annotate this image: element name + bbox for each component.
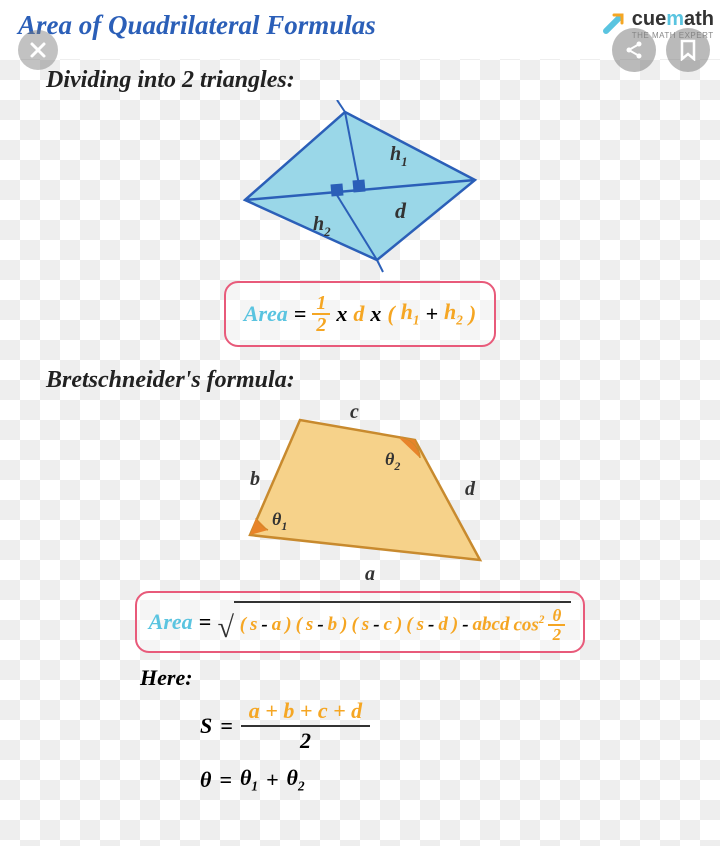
svg-text:d: d bbox=[395, 198, 407, 223]
close-icon bbox=[28, 40, 48, 60]
svg-text:b: b bbox=[250, 468, 260, 490]
bookmark-button[interactable] bbox=[666, 28, 710, 72]
logo-post: ath bbox=[684, 8, 714, 30]
bretschneider-diagram: c b d a θ1 θ2 bbox=[190, 400, 530, 585]
rparen: ) bbox=[469, 301, 476, 327]
s-definition: S = a + b + c + d 2 bbox=[200, 697, 720, 755]
section2-heading: Bretschneider's formula: bbox=[0, 359, 720, 400]
times1: x bbox=[336, 301, 347, 327]
bookmark-icon bbox=[679, 39, 697, 61]
sqrt: √ (s-a) (s-b) (s-c) (s-d) - abcd cos2 θ … bbox=[217, 601, 571, 643]
here-label: Here: bbox=[0, 665, 720, 691]
equals: = bbox=[294, 301, 307, 327]
lparen: ( bbox=[387, 301, 394, 327]
logo-accent: m bbox=[666, 8, 684, 30]
svg-text:d: d bbox=[465, 478, 476, 500]
var-d: d bbox=[353, 301, 364, 327]
svg-text:a: a bbox=[365, 563, 375, 585]
svg-text:c: c bbox=[350, 401, 359, 423]
triangles-diagram: h1 h2 d bbox=[205, 100, 515, 275]
close-button[interactable] bbox=[18, 30, 58, 70]
theta-definition: θ = θ1 + θ2 bbox=[200, 765, 720, 794]
var-h2: h2 bbox=[444, 299, 463, 328]
var-h1: h1 bbox=[401, 299, 420, 328]
area-label: Area bbox=[244, 301, 288, 327]
logo-pre: cue bbox=[632, 8, 666, 30]
formula1-box: Area = 1 2 x d x ( h1 + h2 ) bbox=[224, 281, 496, 347]
formula2-box: Area = √ (s-a) (s-b) (s-c) (s-d) - abcd … bbox=[135, 591, 586, 653]
share-icon bbox=[623, 39, 645, 61]
area-label2: Area bbox=[149, 609, 193, 635]
share-button[interactable] bbox=[612, 28, 656, 72]
times2: x bbox=[370, 301, 381, 327]
half-fraction: 1 2 bbox=[312, 293, 330, 335]
equals2: = bbox=[199, 609, 212, 635]
plus: + bbox=[426, 301, 439, 327]
